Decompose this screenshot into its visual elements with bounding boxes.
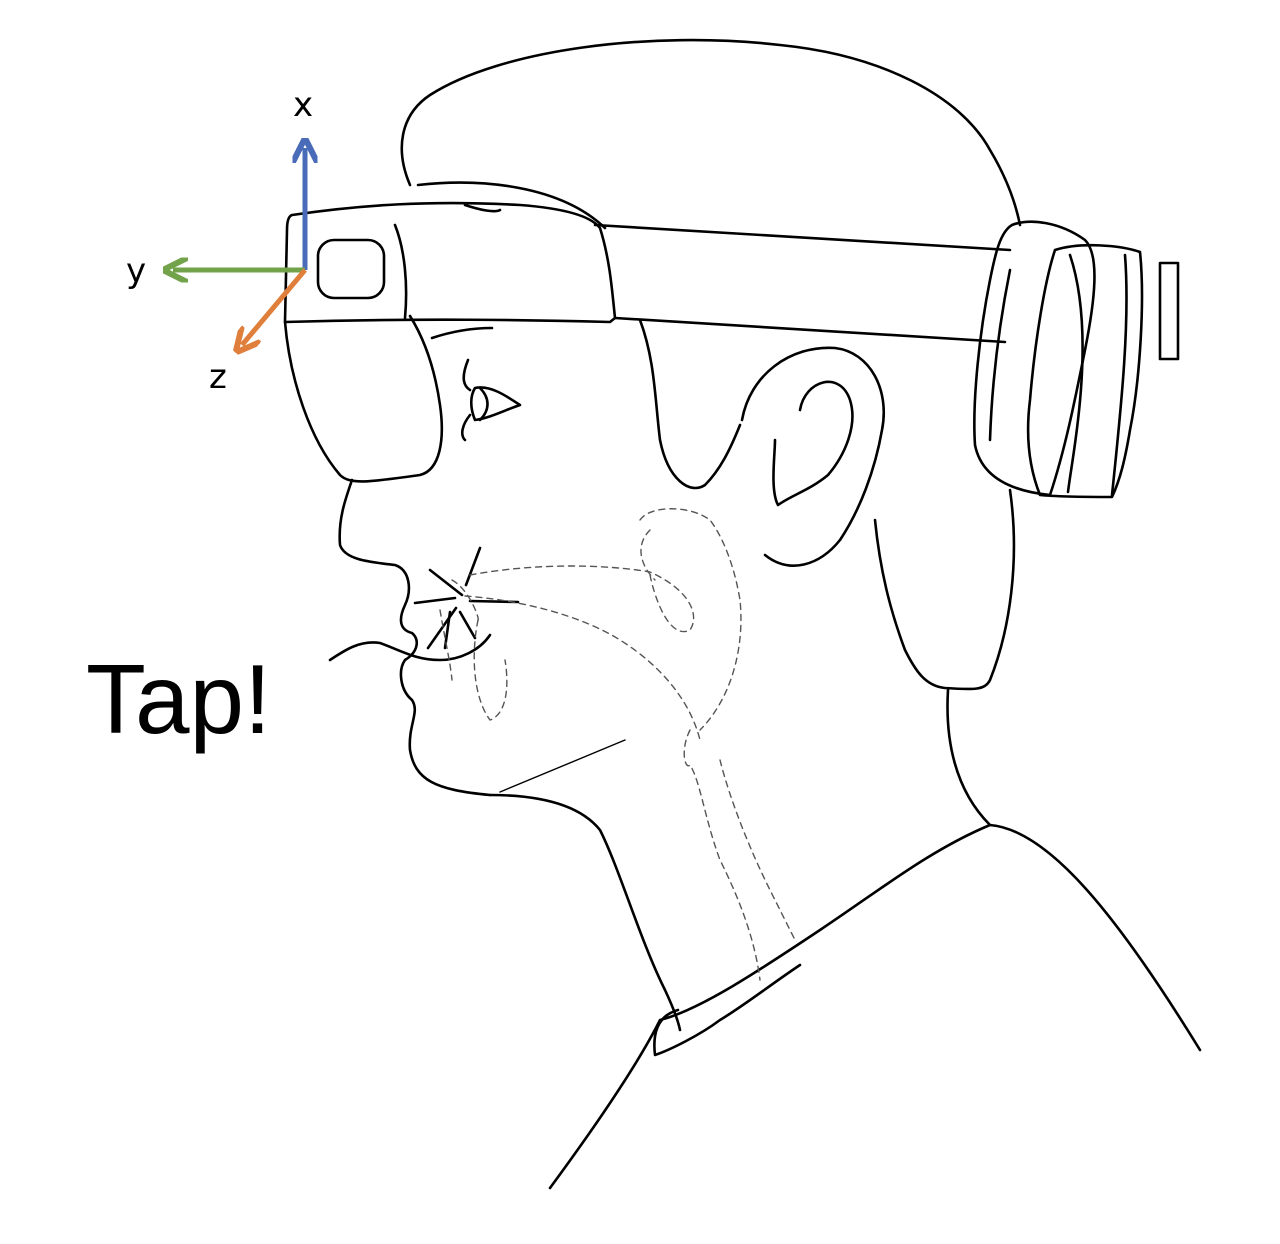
neck-back: [946, 688, 992, 827]
face-profile: [338, 478, 492, 797]
back-of-head: [873, 488, 1016, 691]
jaw-line: [499, 739, 626, 793]
hmd-visor-highlight: [463, 203, 502, 213]
rear-pack-button: [1158, 261, 1180, 361]
mouth-line: [328, 633, 492, 662]
head-outline: [400, 38, 1022, 227]
rear-pack-side-line: [988, 268, 1012, 442]
brow-line: [430, 326, 494, 340]
tap-impact-burst: [413, 546, 520, 650]
temple-line: [638, 318, 742, 490]
z-axis-label: z: [209, 357, 227, 397]
neck-front: [488, 793, 682, 1032]
tap-annotation: Tap!: [86, 644, 272, 754]
hair-line: [416, 181, 607, 230]
y-axis-label: y: [126, 251, 147, 291]
ear-inner: [772, 380, 854, 507]
hmd-lower-shell: [283, 314, 444, 483]
eye: [469, 386, 522, 422]
x-axis-label: x: [293, 85, 314, 125]
rear-pack-inner: [1026, 243, 1144, 499]
ear: [740, 346, 885, 567]
collar: [653, 963, 802, 1057]
eye-iris: [478, 386, 489, 422]
head-strap: [593, 223, 1012, 344]
eyebrow-mark: [460, 358, 472, 442]
hmd-camera-window: [316, 238, 386, 300]
hmd-visor-side-edge: [393, 223, 408, 320]
vibration-paths: [439, 508, 796, 981]
rear-pack-groove-2: [1110, 253, 1128, 497]
rear-pack-groove: [1066, 253, 1084, 494]
z-axis-arrow: [242, 268, 307, 345]
shoulder-outline: [548, 823, 1202, 1190]
hmd-visor: [283, 201, 617, 324]
